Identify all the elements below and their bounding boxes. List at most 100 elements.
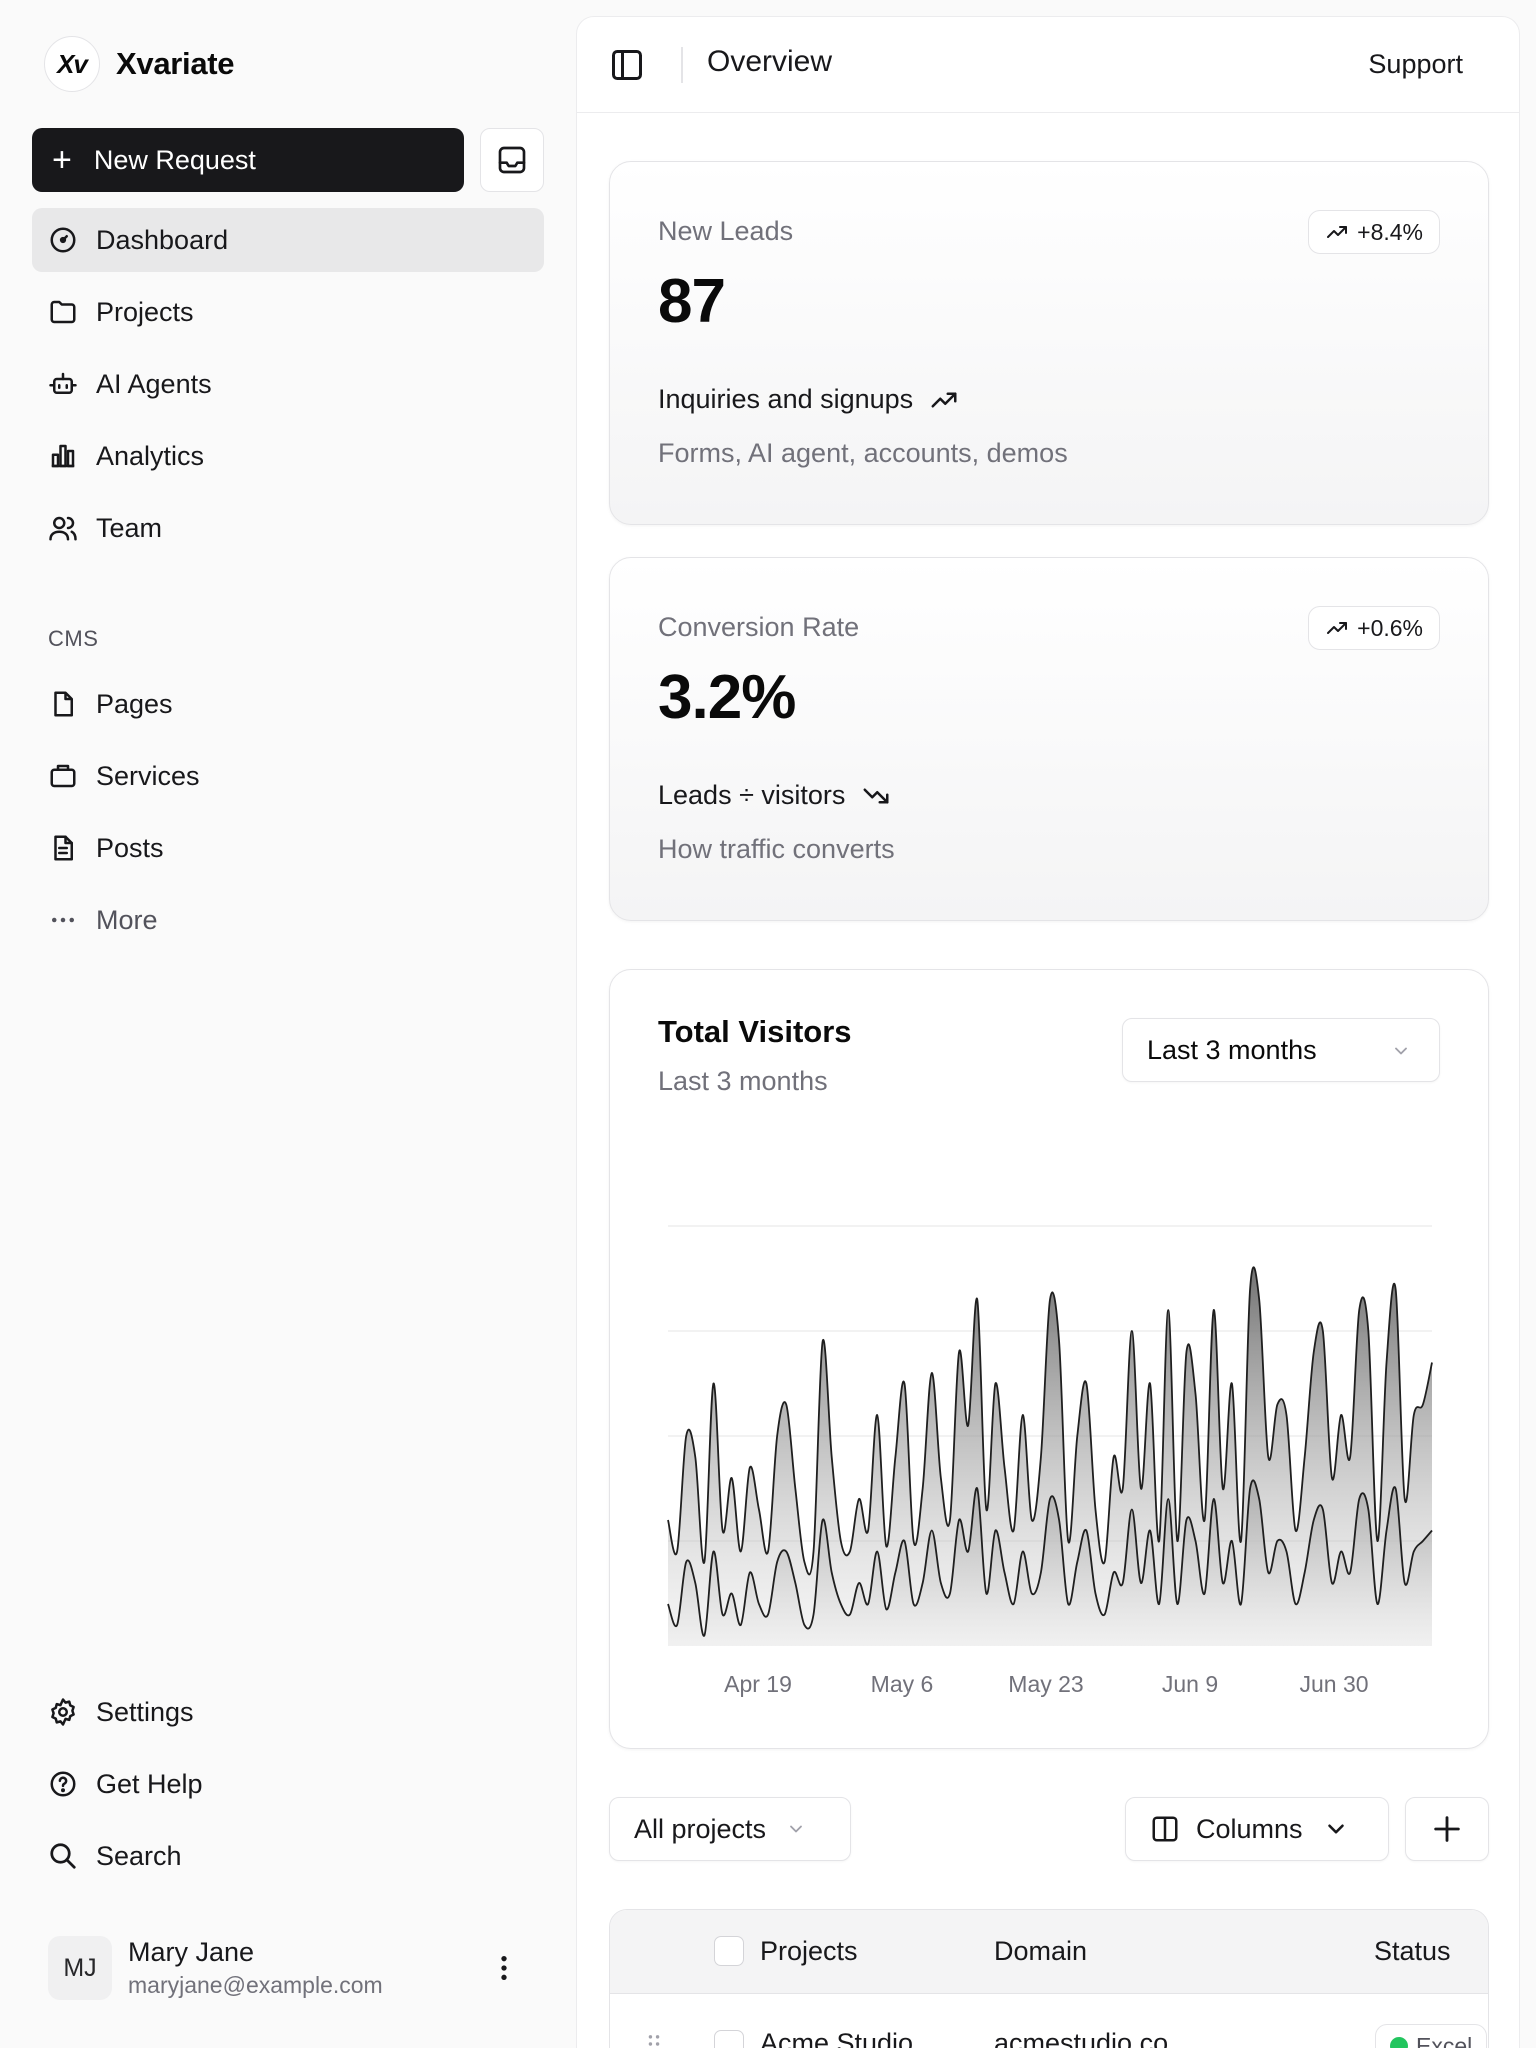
columns-label: Columns xyxy=(1196,1813,1303,1844)
project-filter-select[interactable]: All projects xyxy=(609,1797,851,1861)
columns-icon xyxy=(1152,1816,1178,1842)
sidebar-item-search[interactable]: Search xyxy=(32,1824,544,1888)
sidebar-item-dashboard[interactable]: Dashboard xyxy=(32,208,544,272)
main-panel: Overview Support New Leads 87 +8.4% Inqu… xyxy=(576,16,1520,2048)
column-header-domain[interactable]: Domain xyxy=(994,1936,1088,1966)
trend-value: +0.6% xyxy=(1357,614,1423,641)
sidebar-item-ai-agents[interactable]: AI Agents xyxy=(32,352,544,416)
sidebar-item-get-help[interactable]: Get Help xyxy=(32,1752,544,1816)
chevron-down-icon xyxy=(790,1825,802,1833)
sidebar-item-label: More xyxy=(96,904,158,935)
stat-subtitle-text: Leads ÷ visitors xyxy=(658,780,846,810)
stat-subtitle-text: Inquiries and signups xyxy=(658,384,914,414)
user-profile[interactable]: MJ Mary Jane maryjane@example.com xyxy=(48,1924,544,2012)
cms-section-label: CMS xyxy=(48,626,99,651)
avatar: MJ xyxy=(48,1936,112,2000)
folder-icon xyxy=(50,300,76,324)
gauge-icon xyxy=(50,227,76,253)
user-email: maryjane@example.com xyxy=(128,1972,383,1998)
stat-value: 87 xyxy=(658,267,726,336)
status-badge: Excel xyxy=(1375,2024,1488,2048)
sidebar-item-services[interactable]: Services xyxy=(32,744,544,808)
brand[interactable]: Xv Xvariate xyxy=(44,36,235,92)
add-column-button[interactable] xyxy=(1405,1797,1489,1861)
sidebar-item-label: Projects xyxy=(96,296,194,327)
columns-button[interactable]: Columns xyxy=(1125,1797,1389,1861)
projects-table: Projects Domain Status Acme Studio acmes… xyxy=(609,1909,1489,2048)
sidebar-item-posts[interactable]: Posts xyxy=(32,816,544,880)
new-request-label: New Request xyxy=(93,144,256,175)
sidebar-item-projects[interactable]: Projects xyxy=(32,280,544,344)
sidebar-item-team[interactable]: Team xyxy=(32,496,544,560)
sidebar-item-settings[interactable]: Settings xyxy=(32,1680,544,1744)
x-tick-label: May 6 xyxy=(871,1671,934,1697)
trending-up-icon xyxy=(1327,622,1348,634)
x-tick-label: Jun 30 xyxy=(1299,1671,1368,1697)
column-header-projects[interactable]: Projects xyxy=(760,1936,858,1966)
sidebar-item-label: AI Agents xyxy=(96,368,212,399)
chevron-down-icon xyxy=(1395,1047,1407,1055)
stat-subtitle: Inquiries and signups xyxy=(658,384,959,415)
footer-nav: Settings Get Help Search xyxy=(32,1680,544,1896)
sidebar-toggle-icon[interactable] xyxy=(609,47,645,83)
divider xyxy=(681,47,683,83)
help-circle-icon xyxy=(50,1771,76,1797)
brand-name: Xvariate xyxy=(116,46,235,81)
row-checkbox[interactable] xyxy=(714,2030,744,2048)
trending-up-icon xyxy=(931,392,957,407)
x-tick-label: May 23 xyxy=(1008,1671,1083,1697)
row-project-name[interactable]: Acme Studio xyxy=(760,2028,914,2048)
x-tick-label: Apr 19 xyxy=(724,1671,792,1697)
gear-icon xyxy=(51,1698,75,1726)
main-nav: Dashboard Projects AI Agents Analytics T… xyxy=(32,208,544,568)
select-all-checkbox[interactable] xyxy=(714,1936,744,1966)
sidebar-item-label: Pages xyxy=(96,688,173,719)
stat-description: How traffic converts xyxy=(658,834,895,864)
visitors-chart: Apr 19 May 6 May 23 Jun 9 Jun 30 xyxy=(667,1225,1433,1697)
new-request-button[interactable]: + New Request xyxy=(32,128,464,192)
column-header-status[interactable]: Status xyxy=(1374,1936,1451,1966)
plus-icon: + xyxy=(52,141,72,179)
file-text-icon xyxy=(54,835,73,861)
table-row[interactable]: Acme Studio acmestudio.co Excel xyxy=(610,1994,1488,2048)
chart-title: Total Visitors xyxy=(658,1014,852,1049)
cms-nav: Pages Services Posts More xyxy=(32,672,544,960)
search-icon xyxy=(50,1843,76,1869)
stat-card-new-leads: New Leads 87 +8.4% Inquiries and signups… xyxy=(609,161,1489,525)
project-filter-value: All projects xyxy=(634,1813,767,1844)
sidebar-item-label: Search xyxy=(96,1840,182,1871)
user-name: Mary Jane xyxy=(128,1937,255,1967)
users-icon xyxy=(49,516,77,541)
trend-badge: +8.4% xyxy=(1308,210,1440,254)
drag-handle-icon[interactable] xyxy=(646,2034,662,2048)
sidebar-item-analytics[interactable]: Analytics xyxy=(32,424,544,488)
support-link[interactable]: Support xyxy=(1368,49,1463,79)
series-1-area xyxy=(668,1267,1432,1646)
stat-description: Forms, AI agent, accounts, demos xyxy=(658,438,1068,468)
stat-value: 3.2% xyxy=(658,663,796,732)
range-select-value: Last 3 months xyxy=(1147,1034,1317,1065)
inbox-button[interactable] xyxy=(480,128,544,192)
trend-badge: +0.6% xyxy=(1308,606,1440,650)
sidebar-item-label: Posts xyxy=(96,832,164,863)
sidebar-item-label: Services xyxy=(96,760,200,791)
brand-logo: Xv xyxy=(44,36,100,92)
plus-icon xyxy=(1434,1816,1460,1842)
range-select[interactable]: Last 3 months xyxy=(1122,1018,1440,1082)
sidebar: Xv Xvariate + New Request Dashboard Proj… xyxy=(0,0,576,2048)
sidebar-item-label: Dashboard xyxy=(96,224,229,255)
sidebar-item-pages[interactable]: Pages xyxy=(32,672,544,736)
table-header: Projects Domain Status xyxy=(610,1910,1488,1994)
stat-card-conversion-rate: Conversion Rate 3.2% +0.6% Leads ÷ visit… xyxy=(609,557,1489,921)
x-tick-label: Jun 9 xyxy=(1162,1671,1218,1697)
top-bar: Overview Support xyxy=(577,17,1519,113)
sidebar-item-more[interactable]: More xyxy=(32,888,544,952)
row-domain: acmestudio.co xyxy=(994,2028,1169,2048)
sidebar-item-label: Team xyxy=(96,512,163,543)
trend-value: +8.4% xyxy=(1357,218,1423,245)
file-icon xyxy=(54,691,73,717)
kebab-menu-icon[interactable] xyxy=(488,1952,520,1984)
sidebar-item-label: Analytics xyxy=(96,440,205,471)
trending-up-icon xyxy=(1327,226,1348,238)
series-2-line xyxy=(667,1479,1433,1637)
